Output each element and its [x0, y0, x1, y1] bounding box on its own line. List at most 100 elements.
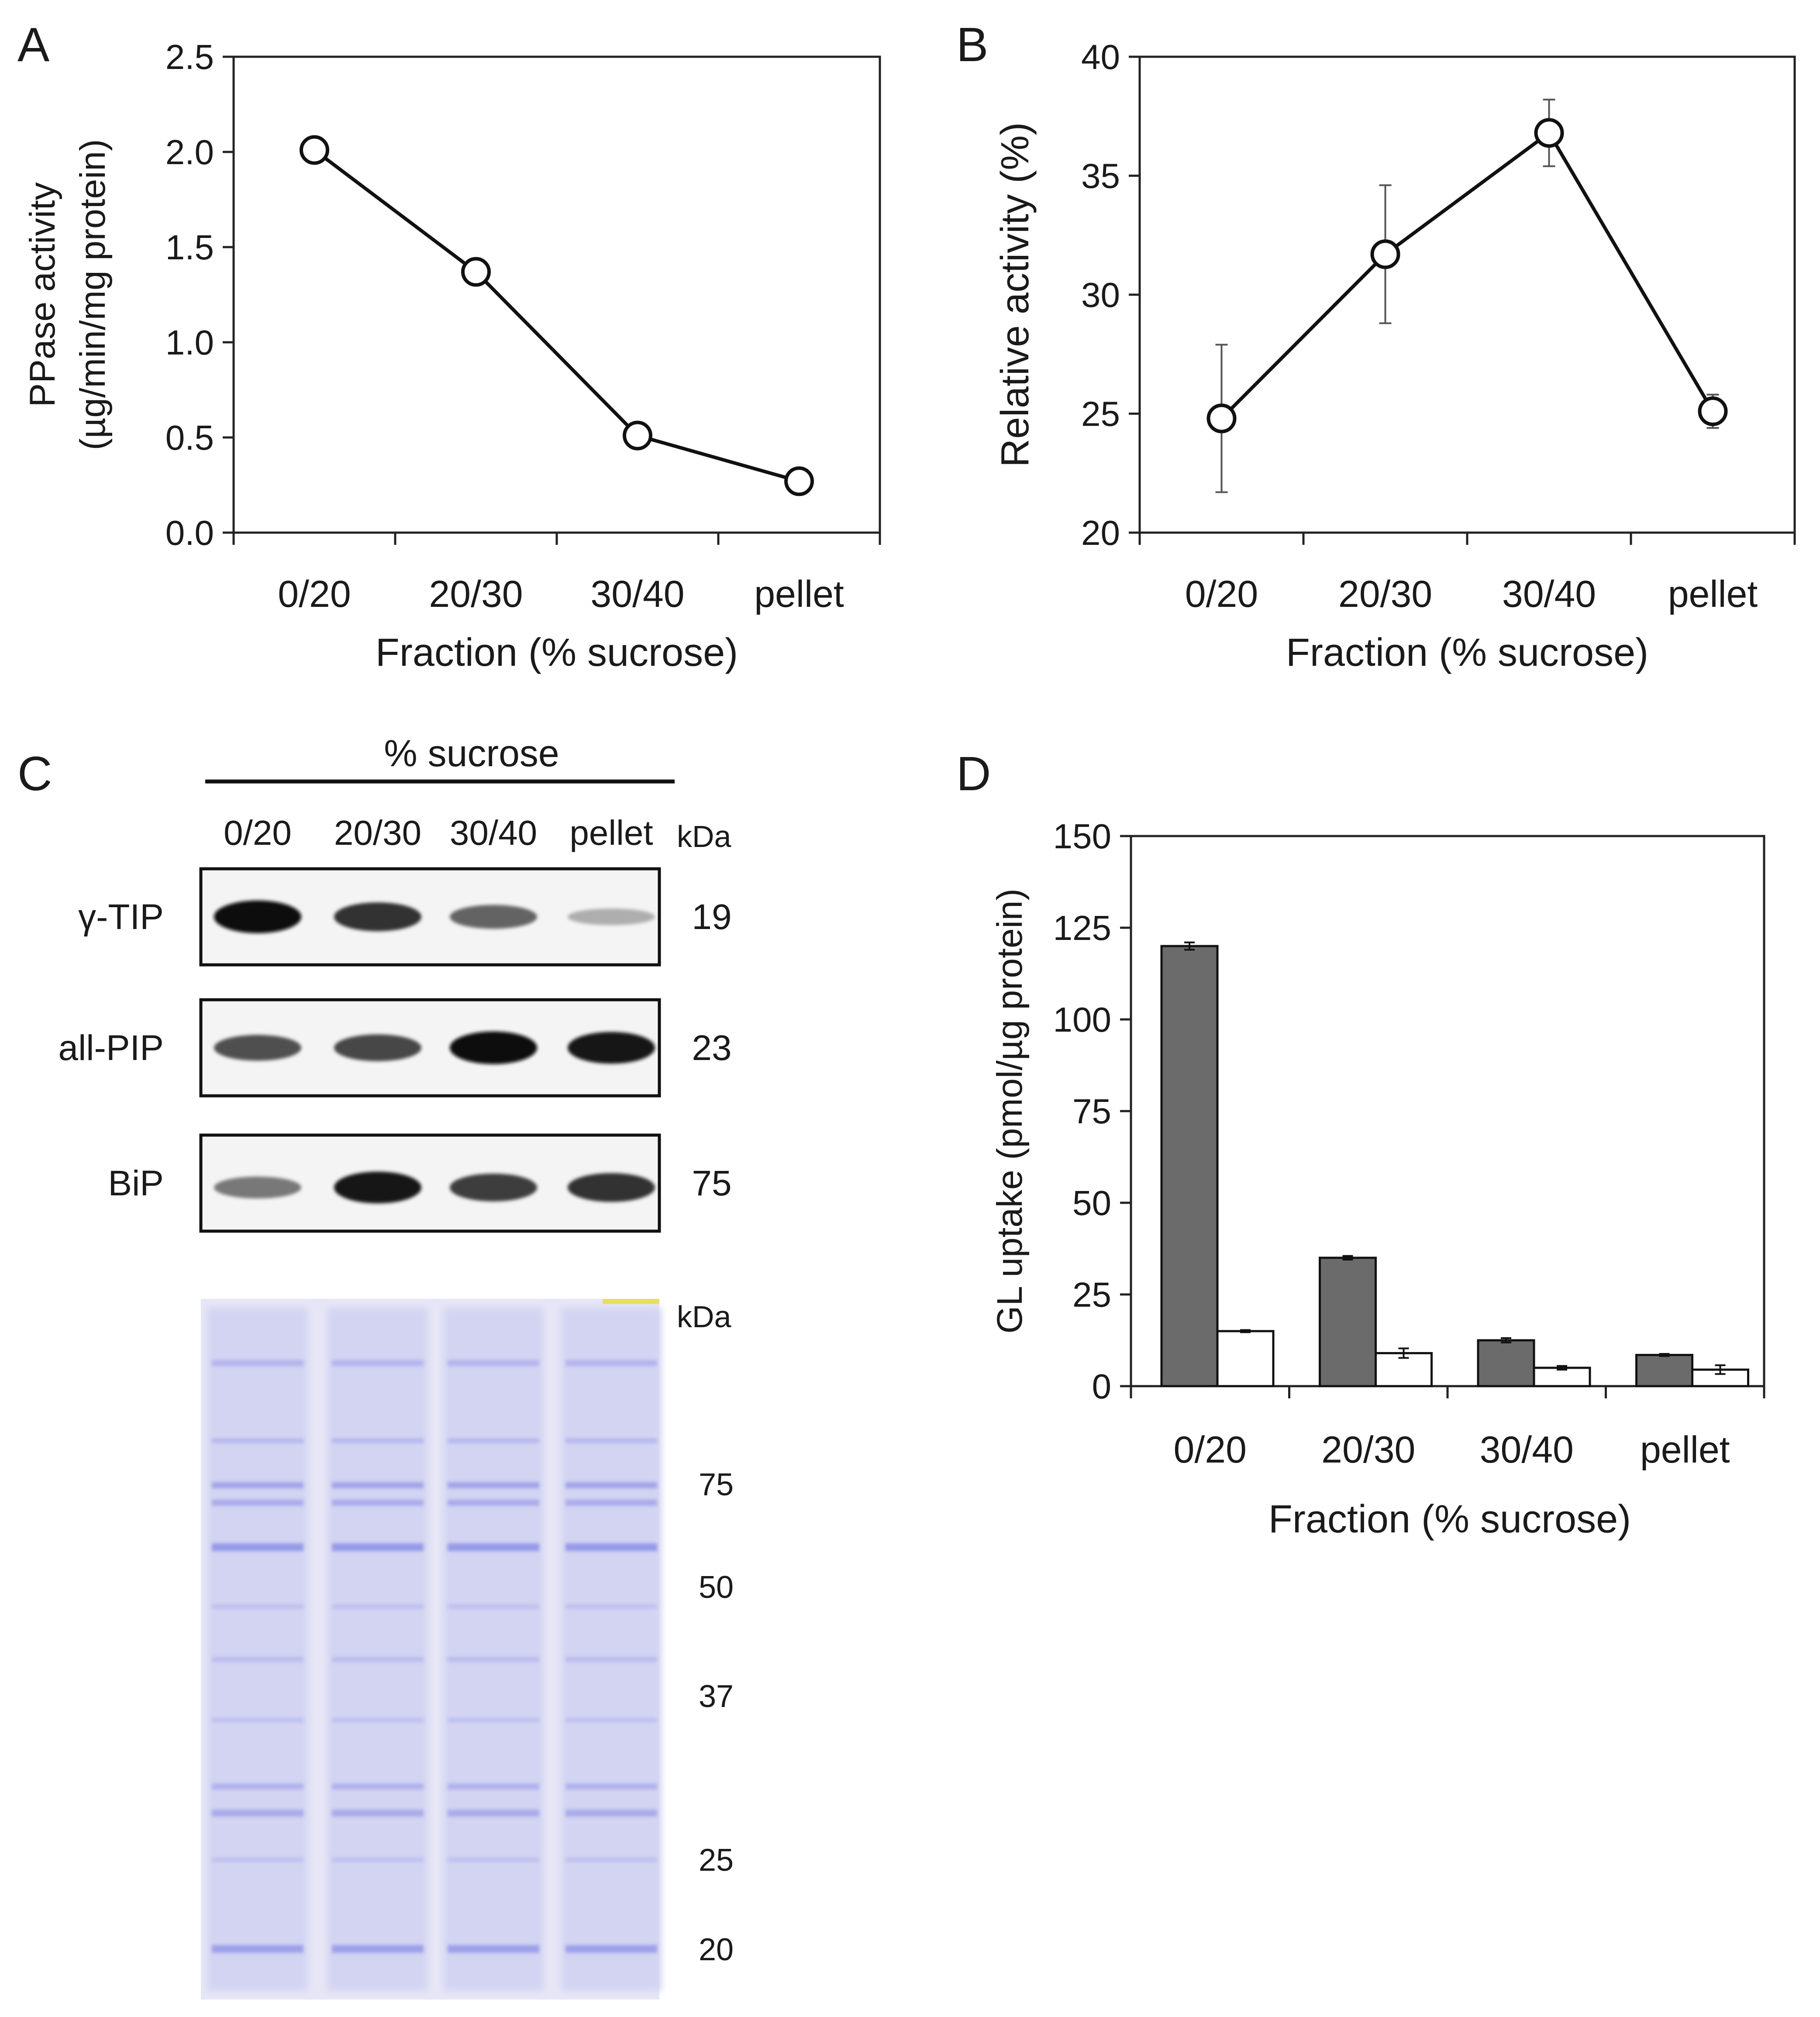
panel-d-y-axis: 0 25 50 75 100 125 150 [1053, 817, 1131, 1406]
panel-c-blot-kda: 75 [692, 1163, 731, 1203]
panel-a-series-line [313, 148, 800, 483]
panel-d-y-tick-label: 0 [1092, 1367, 1112, 1406]
panel-c-gel-band [565, 1783, 657, 1790]
panel-d-x-tick-label: 20/30 [1321, 1429, 1415, 1471]
panel-b-y-tick-label: 40 [1081, 38, 1120, 76]
panel-d-y-tick-label: 125 [1053, 909, 1111, 947]
panel-c-lane-label: 0/20 [224, 813, 292, 852]
panel-a-y-tick-label: 1.5 [165, 228, 214, 267]
panel-c-lane-label: 20/30 [334, 813, 421, 852]
panel-c-western-blot: % sucrose 0/20 20/30 30/40 pellet kDa γ-TIP… [58, 733, 734, 2000]
panel-d-y-tick-label: 25 [1072, 1275, 1111, 1314]
panel-d-x-tick-label: 30/40 [1480, 1429, 1574, 1471]
panel-c-blot-band [334, 1034, 421, 1061]
panel-c-gel-lane [207, 1308, 308, 1991]
panel-letter-d: D [956, 747, 991, 801]
panel-a-y-tick-label: 0.0 [165, 513, 214, 552]
panel-c-gel-band [212, 1657, 303, 1662]
panel-c-gel-band [212, 1500, 303, 1506]
panel-a-x-tick-label: 20/30 [429, 573, 523, 615]
panel-c-gel-band [448, 1543, 539, 1551]
panel-d-marks [1160, 941, 1749, 1387]
panel-b-x-axis: 0/20 20/30 30/40 pellet [1138, 533, 1796, 615]
panel-a-y-label-line1: PPase activity [23, 182, 62, 407]
panel-c-gel-band [332, 1360, 424, 1366]
panel-c-gel-band [212, 1482, 303, 1488]
panel-c-gel-band [212, 1718, 303, 1722]
panel-c-blot-band [214, 1035, 301, 1061]
panel-c-gel-band [448, 1604, 539, 1609]
panel-c-blot-band [334, 902, 421, 931]
panel-c-gel-band [565, 1604, 657, 1609]
panel-c-blot-band [450, 1031, 537, 1064]
panel-a-data-point [300, 135, 329, 165]
panel-c-gel-band [212, 1810, 303, 1817]
panel-c-gel-band [448, 1810, 539, 1817]
panel-c-gel-band [332, 1945, 424, 1953]
panel-c-blot-band [450, 1174, 537, 1201]
panel-c-gel-band [565, 1810, 657, 1817]
panel-d-bar-open [1533, 1366, 1591, 1387]
panel-c-gel-band [448, 1657, 539, 1662]
panel-c-gel-band [565, 1360, 657, 1366]
panel-d-chart: 0 25 50 75 100 125 150 0/20 20/30 30/40 pellet GL… [990, 817, 1765, 1541]
panel-d-bar-filled [1319, 1256, 1377, 1387]
panel-letter-c: C [17, 747, 52, 801]
panel-letter-b: B [956, 18, 988, 72]
panel-a-y-tick-label: 2.5 [165, 38, 214, 76]
panel-c-gel-edge-stain [603, 1299, 659, 1304]
panel-b-series-line [1220, 130, 1714, 420]
panel-a-x-tick-label: 30/40 [590, 573, 684, 615]
panel-d-bar-filled [1477, 1339, 1535, 1387]
panel-b-x-tick-label: 0/20 [1185, 573, 1258, 615]
panel-c-gel-band [565, 1657, 657, 1662]
panel-c-gel-kda-label: kDa [677, 1300, 731, 1334]
panel-c-kda-label: kDa [677, 819, 731, 854]
panel-b-y-tick-label: 25 [1081, 395, 1120, 434]
panel-b-x-tick-label: pellet [1668, 573, 1758, 615]
panel-b-plot-frame [1138, 55, 1796, 534]
panel-c-header: % sucrose [384, 733, 559, 774]
panel-d-y-tick-label: 75 [1072, 1092, 1111, 1131]
panel-d-plot-frame [1130, 835, 1765, 1387]
panel-d-y-tick-label: 150 [1053, 817, 1111, 856]
panel-c-gel-band [448, 1360, 539, 1366]
panel-c-gel-band [332, 1657, 424, 1662]
panel-c-blot-band [568, 1173, 655, 1202]
panel-c-gel-band [565, 1439, 657, 1443]
panel-a-y-tick-label: 1.0 [165, 323, 214, 362]
panel-c-gel-band [565, 1482, 657, 1488]
panel-c-gel-band [565, 1718, 657, 1722]
panel-d-bar-open [1216, 1330, 1275, 1387]
panel-a-y-axis: 0.0 0.5 1.0 1.5 2.0 2.5 [165, 38, 234, 552]
panel-c-gel-band [212, 1360, 303, 1366]
panel-c-blot-band [214, 900, 301, 933]
panel-c-gel: kDa 75 50 37 25 20 [201, 1299, 734, 2000]
panel-c-blot-name: all-PIP [58, 1028, 164, 1068]
panel-c-blot-kda: 23 [692, 1028, 731, 1068]
panel-d-x-label: Fraction (% sucrose) [1268, 1497, 1631, 1541]
panel-b-data-point [1370, 239, 1400, 269]
panel-c-gel-band [332, 1604, 424, 1609]
panel-d-bar-filled [1160, 945, 1219, 1387]
panel-c-lane-label: pellet [569, 813, 653, 852]
panel-a-y-tick-label: 0.5 [165, 418, 214, 457]
panel-b-y-label: Relative activity (%) [993, 122, 1037, 467]
panel-c-gel-band [332, 1482, 424, 1488]
panel-a-chart: 0.00.51.01.52.02.5 0/20 20/30 30/40 pellet … [23, 38, 881, 675]
panel-c-lane-label: 30/40 [450, 813, 537, 852]
panel-a-plot-frame [232, 55, 881, 534]
panel-c-gel-band [565, 1945, 657, 1953]
panel-c-gel-band [332, 1718, 424, 1722]
panel-d-x-axis: 0/20 20/30 30/40 pellet [1130, 1386, 1765, 1471]
panel-c-gel-marker: 20 [699, 1932, 734, 1967]
panel-c-gel-band [212, 1945, 303, 1953]
panel-a-y-label-line2: (µg/min/mg protein) [73, 139, 113, 451]
panel-c-gel-band [448, 1783, 539, 1790]
panel-c-gel-band [332, 1810, 424, 1817]
panel-b-data-point [1534, 118, 1564, 148]
panel-c-gel-marker: 75 [699, 1467, 734, 1502]
panel-c-gel-band [332, 1783, 424, 1790]
panel-b-data-point [1698, 396, 1728, 427]
